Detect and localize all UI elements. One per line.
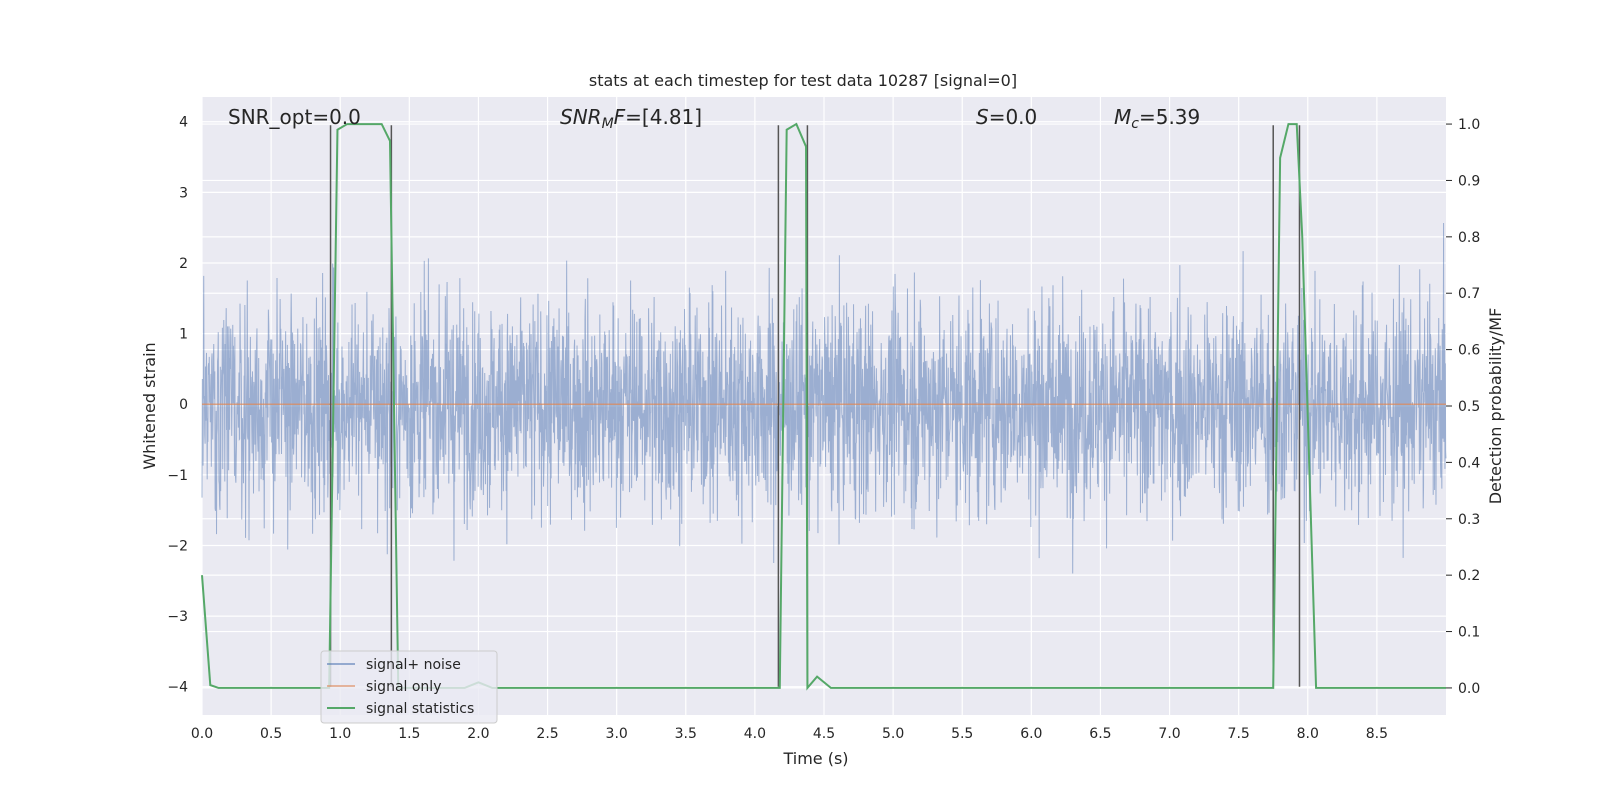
y2-tick-label: 0.8 <box>1458 230 1480 246</box>
y-tick-label: 1 <box>179 327 188 343</box>
snr-mf-value: =[4.81] <box>625 105 702 129</box>
x-tick-label: 2.0 <box>467 726 489 742</box>
y2-tick-label: 1.0 <box>1458 117 1480 133</box>
x-tick-label: 7.0 <box>1158 726 1180 742</box>
y2-tick-label: 0.0 <box>1458 681 1480 697</box>
annotation-snr-opt: SNR_opt=0.0 <box>228 105 361 129</box>
x-tick-label: 6.5 <box>1089 726 1111 742</box>
signal-noise-series <box>201 222 1447 574</box>
legend-label-signal-only: signal only <box>366 679 441 695</box>
y-tick-label: 3 <box>179 185 188 201</box>
snr-mf-name2: F <box>614 105 626 129</box>
mc-name: M <box>1114 105 1131 129</box>
y2-tick-label: 0.6 <box>1458 343 1480 359</box>
y2-tick-label: 0.3 <box>1458 512 1480 528</box>
mc-sub: c <box>1131 116 1139 132</box>
y2-tick-label: 0.7 <box>1458 286 1480 302</box>
y-tick-labels: 4 3 2 1 0 −1 −2 −3 −4 <box>167 115 188 696</box>
x-tick-label: 4.0 <box>744 726 766 742</box>
y2-tick-labels: 1.0 0.9 0.8 0.7 0.6 0.5 0.4 0.3 0.2 0.1 0.0 <box>1446 117 1480 697</box>
legend: signal+ noise signal only signal statist… <box>320 650 498 724</box>
x-tick-label: 1.0 <box>329 726 351 742</box>
y-tick-label: −4 <box>167 680 188 696</box>
snr-mf-sub: M <box>602 116 614 132</box>
y2-tick-label: 0.2 <box>1458 568 1480 584</box>
x-tick-label: 5.0 <box>882 726 904 742</box>
annotation-s: S=0.0 <box>976 105 1037 129</box>
s-name: S <box>976 105 989 129</box>
x-tick-label: 7.5 <box>1228 726 1250 742</box>
y2-tick-label: 0.9 <box>1458 173 1480 189</box>
y-tick-label: −2 <box>167 538 188 554</box>
legend-box <box>320 650 498 724</box>
y2-tick-label: 0.1 <box>1458 625 1480 641</box>
x-tick-label: 0.5 <box>260 726 282 742</box>
s-value: =0.0 <box>989 105 1038 129</box>
x-tick-label: 2.5 <box>536 726 558 742</box>
signal-noise-line <box>201 222 1447 574</box>
x-tick-label: 8.5 <box>1366 726 1388 742</box>
x-tick-label: 8.0 <box>1297 726 1319 742</box>
annotation-mc: Mc=5.39 <box>1114 105 1200 132</box>
signal-statistics-line <box>201 122 1446 691</box>
x-axis-label: Time (s) <box>782 749 848 768</box>
x-tick-label: 4.5 <box>813 726 835 742</box>
y-tick-label: 0 <box>179 397 188 413</box>
legend-label-signal-noise: signal+ noise <box>366 657 461 673</box>
snr-mf-name: SNR <box>560 105 602 129</box>
x-tick-label: 5.5 <box>951 726 973 742</box>
x-tick-label: 0.0 <box>191 726 213 742</box>
y-tick-label: −1 <box>167 468 188 484</box>
y-axis-label: Whitened strain <box>140 342 159 469</box>
legend-label-signal-statistics: signal statistics <box>366 701 474 717</box>
x-tick-label: 1.5 <box>398 726 420 742</box>
y-tick-label: 2 <box>179 256 188 272</box>
chart-title: stats at each timestep for test data 102… <box>589 71 1017 90</box>
y2-tick-label: 0.5 <box>1458 399 1480 415</box>
signal-statistics-series <box>201 122 1446 691</box>
x-tick-label: 3.5 <box>675 726 697 742</box>
x-tick-label: 3.0 <box>606 726 628 742</box>
y-tick-label: −3 <box>167 609 188 625</box>
y2-tick-label: 0.4 <box>1458 455 1480 471</box>
x-tick-label: 6.0 <box>1020 726 1042 742</box>
x-tick-labels: 0.0 0.5 1.0 1.5 2.0 2.5 3.0 3.5 4.0 4.5 5.0 5.5 6.0 6… <box>191 726 1388 742</box>
y2-axis-label: Detection probability/MF <box>1486 308 1505 505</box>
y-tick-label: 4 <box>179 115 188 131</box>
mc-value: =5.39 <box>1139 105 1200 129</box>
annotation-snr-mf: SNRMF=[4.81] <box>560 105 702 132</box>
